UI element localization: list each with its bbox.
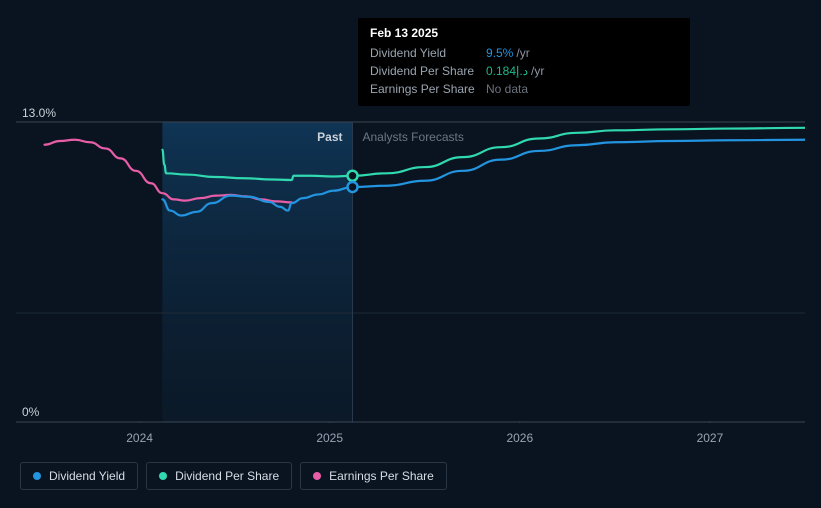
y-axis-min-label: 0% <box>22 405 39 419</box>
tooltip-key: Dividend Yield <box>370 46 486 60</box>
x-axis-tick-label: 2026 <box>506 431 533 445</box>
tooltip-key: Earnings Per Share <box>370 82 486 96</box>
tooltip-unit: /yr <box>516 46 529 60</box>
chart-svg[interactable] <box>16 100 805 423</box>
x-axis-tick-label: 2027 <box>697 431 724 445</box>
tooltip-row: Dividend Per Shareد.إ0.184/yr <box>370 62 678 80</box>
tooltip-row: Dividend Yield9.5%/yr <box>370 44 678 62</box>
legend-dot-icon <box>159 472 167 480</box>
forecast-label: Analysts Forecasts <box>363 130 464 144</box>
legend-item[interactable]: Earnings Per Share <box>300 462 447 490</box>
legend-item[interactable]: Dividend Per Share <box>146 462 292 490</box>
chart-tooltip: Feb 13 2025 Dividend Yield9.5%/yrDividen… <box>358 18 690 106</box>
legend-label: Earnings Per Share <box>329 469 434 483</box>
dividend-chart: 13.0% 0% Past Analysts Forecasts <box>16 100 805 423</box>
legend-label: Dividend Per Share <box>175 469 279 483</box>
x-axis-tick-label: 2024 <box>126 431 153 445</box>
tooltip-date: Feb 13 2025 <box>370 26 678 44</box>
legend-item[interactable]: Dividend Yield <box>20 462 138 490</box>
tooltip-value: No data <box>486 82 528 96</box>
y-axis-max-label: 13.0% <box>22 106 56 120</box>
tooltip-value: د.إ0.184 <box>486 64 528 78</box>
tooltip-key: Dividend Per Share <box>370 64 486 78</box>
x-axis-tick-label: 2025 <box>316 431 343 445</box>
chart-legend: Dividend Yield Dividend Per Share Earnings… <box>20 462 447 490</box>
legend-dot-icon <box>313 472 321 480</box>
legend-label: Dividend Yield <box>49 469 125 483</box>
tooltip-unit: /yr <box>531 64 544 78</box>
tooltip-row: Earnings Per ShareNo data <box>370 80 678 98</box>
past-label: Past <box>317 130 342 144</box>
tooltip-value: 9.5% <box>486 46 513 60</box>
legend-dot-icon <box>33 472 41 480</box>
